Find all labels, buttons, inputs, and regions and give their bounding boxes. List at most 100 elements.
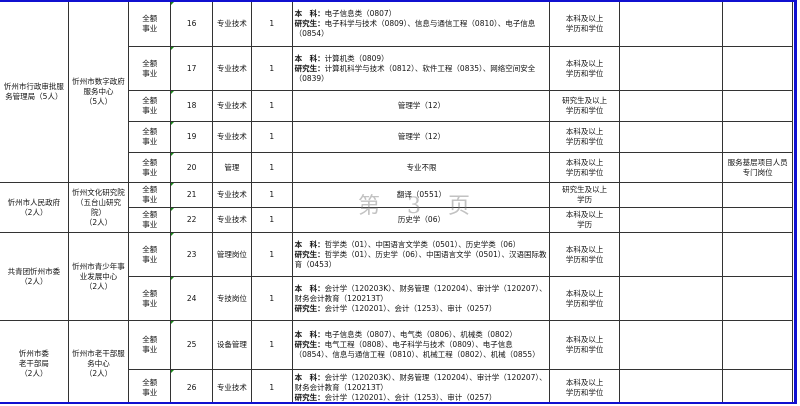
- post-category-cell: 设备管理: [212, 320, 252, 370]
- funding-type-cell: 全额 事业: [128, 152, 172, 183]
- major-cell: 管理学（12）: [291, 90, 551, 122]
- post-category-cell: 专业技术: [212, 207, 252, 233]
- other-requirements-cell: [618, 182, 724, 208]
- post-category-cell: 专业技术: [212, 369, 252, 402]
- major-cell: 本 科：电子信息类（0807） 研究生：电子科学与技术（0809）、信息与通信工程…: [291, 2, 551, 47]
- ug-label-text: 本 科：: [294, 330, 325, 339]
- funding-type-cell: 全额 事业: [128, 369, 172, 402]
- post-number-cell: 16: [170, 2, 213, 47]
- other-requirements-cell: [618, 276, 724, 321]
- funding-type-cell: 全额 事业: [128, 182, 172, 208]
- ug-label-text: 本 科：: [294, 9, 325, 18]
- note-cell: [722, 121, 793, 153]
- funding-type-cell: 全额 事业: [128, 320, 172, 370]
- education-cell: 本科及以上 学历和学位: [549, 320, 620, 370]
- pg-text: 会计学（120201）、会计（1253）、审计（0257）: [324, 303, 497, 313]
- post-category-cell: 专业技术: [212, 46, 252, 91]
- table-row: 忻州市委 老干部局 （2人） 忻州市老干部服务中心 （2人） 全额 事业 25 设备管理…: [0, 320, 793, 402]
- education-cell: 本科及以上 学历: [549, 207, 620, 233]
- department-cell: 忻州市人民政府 （2人）: [0, 182, 69, 233]
- table-row: 全额 事业 18 专业技术 1 管理学（12） 研究生及以上 学历和学位: [0, 90, 793, 122]
- note-cell: 服务基层项目人员专门岗位: [722, 152, 793, 183]
- post-number-cell: 25: [170, 320, 213, 370]
- major-cell: 专业不限: [291, 152, 551, 183]
- post-number-cell: 20: [170, 152, 213, 183]
- post-number-cell: 23: [170, 232, 213, 277]
- funding-type-cell: 全额 事业: [128, 276, 172, 321]
- education-cell: 本科及以上 学历和学位: [549, 369, 620, 402]
- education-cell: 研究生及以上 学历和学位: [549, 90, 620, 122]
- education-cell: 本科及以上 学历和学位: [549, 232, 620, 277]
- headcount-cell: 1: [250, 320, 293, 370]
- headcount-cell: 1: [250, 369, 293, 402]
- other-requirements-cell: [618, 46, 724, 91]
- post-number-cell: 18: [170, 90, 213, 122]
- education-cell: 本科及以上 学历和学位: [549, 152, 620, 183]
- pg-text: 计算机科学与技术（0812）、软件工程（0835）、网络空间安全（0839）: [294, 63, 536, 83]
- funding-type-cell: 全额 事业: [128, 46, 172, 91]
- major-cell: 管理学（12）: [291, 121, 551, 153]
- funding-type-cell: 全额 事业: [128, 2, 172, 47]
- education-cell: 本科及以上 学历和学位: [549, 46, 620, 91]
- table-row: 共青团忻州市委 （2人） 忻州市青少年事业发展中心 （2人） 全额 事业 23 管理岗位…: [0, 232, 793, 321]
- note-cell: [722, 369, 793, 402]
- post-category-cell: 专业技术: [212, 2, 252, 47]
- unit-cell: 忻州文化研究院 （五台山研究院） （2人）: [67, 182, 130, 233]
- post-number-cell: 24: [170, 276, 213, 321]
- post-category-cell: 专技岗位: [212, 276, 252, 321]
- ug-text: 会计学（120203K）、财务管理（120204）、审计学（120207）、财务…: [294, 283, 547, 303]
- headcount-cell: 1: [250, 121, 293, 153]
- post-category-cell: 专业技术: [212, 182, 252, 208]
- ug-text: 计算机类（0809）: [324, 53, 389, 63]
- unit-cell: 忻州市数字政府服务中心 （5人）: [67, 2, 130, 183]
- headcount-cell: 1: [250, 90, 293, 122]
- unit-cell: 忻州市青少年事业发展中心 （2人）: [67, 232, 130, 321]
- table-row: 全额 事业 24 专技岗位 1 本 科：会计学（120203K）、财务管理（120204…: [0, 276, 793, 321]
- headcount-cell: 1: [250, 182, 293, 208]
- post-category-cell: 专业技术: [212, 121, 252, 153]
- pg-text: 电子科学与技术（0809）、信息与通信工程（0810）、电子信息（0854）: [294, 19, 536, 38]
- major-cell: 本 科：会计学（120203K）、财务管理（120204）、审计学（120207…: [291, 369, 551, 402]
- department-cell: 共青团忻州市委 （2人）: [0, 232, 69, 321]
- ug-text: 电子信息类（0807）、电气类（0806）、机械类（0802）: [324, 330, 517, 339]
- pg-text: 会计学（120201）、会计（1253）、审计（0257）: [324, 393, 497, 402]
- funding-type-cell: 全额 事业: [128, 232, 172, 277]
- note-cell: [722, 2, 793, 47]
- unit-cell: 忻州市老干部服务中心 （2人）: [67, 320, 130, 402]
- other-requirements-cell: [618, 90, 724, 122]
- major-cell: 历史学（06）: [291, 207, 551, 233]
- education-cell: 本科及以上 学历和学位: [549, 2, 620, 47]
- funding-type-cell: 全额 事业: [128, 121, 172, 153]
- pg-text: 电气工程（0808）、电子科学与技术（0809）、电子信息（0854）、信息与通…: [294, 340, 540, 359]
- headcount-cell: 1: [250, 276, 293, 321]
- education-cell: 研究生及以上 学历: [549, 182, 620, 208]
- pg-label-text: 研究生：: [294, 393, 325, 402]
- other-requirements-cell: [618, 121, 724, 153]
- education-cell: 本科及以上 学历和学位: [549, 276, 620, 321]
- post-category-cell: 管理: [212, 152, 252, 183]
- headcount-cell: 1: [250, 232, 293, 277]
- table-row: 全额 事业 19 专业技术 1 管理学（12） 本科及以上 学历和学位: [0, 121, 793, 153]
- ug-label-text: 本 科：: [294, 239, 325, 249]
- department-cell: 忻州市行政审批服务管理局（5人）: [0, 2, 69, 183]
- post-category-cell: 管理岗位: [212, 232, 252, 277]
- pg-text: 哲学类（01）、历史学（06）、中国语言文学（0501）、汉语国际教育（0453…: [294, 249, 547, 269]
- headcount-cell: 1: [250, 152, 293, 183]
- post-number-cell: 26: [170, 369, 213, 402]
- ug-text: 电子信息类（0807）: [324, 9, 397, 18]
- department-cell: 忻州市委 老干部局 （2人）: [0, 320, 69, 402]
- other-requirements-cell: [618, 152, 724, 183]
- note-cell: [722, 182, 793, 208]
- ug-text: 哲学类（01）、中国语言文学类（0501）、历史学类（06）: [324, 239, 521, 249]
- note-cell: [722, 207, 793, 233]
- ug-label-text: 本 科：: [294, 283, 325, 293]
- note-cell: [722, 320, 793, 370]
- note-cell: [722, 232, 793, 277]
- note-cell: [722, 90, 793, 122]
- major-cell: 本 科：会计学（120203K）、财务管理（120204）、审计学（120207…: [291, 276, 551, 321]
- post-number-cell: 21: [170, 182, 213, 208]
- table-row: 全额 事业 26 专业技术 1 本 科：会计学（120203K）、财务管理（120204…: [0, 369, 793, 402]
- other-requirements-cell: [618, 232, 724, 277]
